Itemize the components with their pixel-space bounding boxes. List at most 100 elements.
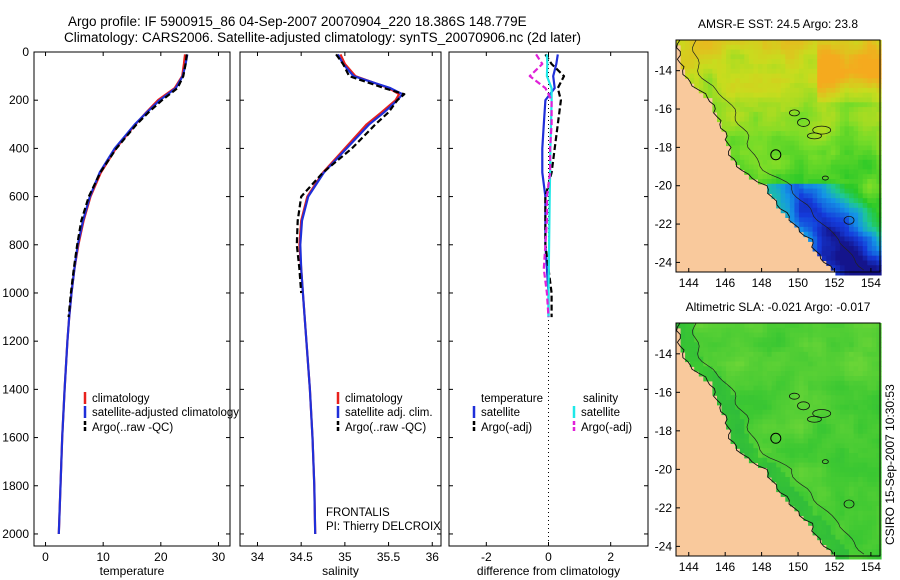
map-cell: [803, 68, 809, 75]
map-cell: [826, 159, 832, 166]
map-cell: [753, 102, 759, 108]
map-cell: [771, 409, 777, 416]
map-cell: [871, 111, 877, 118]
map-cell: [771, 433, 777, 440]
map-cell: [730, 59, 736, 65]
map-cell: [707, 49, 714, 55]
map-cell: [835, 462, 841, 468]
map-cell: [685, 64, 691, 70]
map-cell: [789, 155, 795, 161]
map-cell: [794, 102, 800, 108]
map-cell: [707, 356, 714, 363]
map-cell: [798, 40, 805, 46]
map-cell: [789, 116, 795, 123]
map-cell: [798, 496, 805, 502]
map-cell: [826, 121, 832, 127]
map-cell: [689, 323, 695, 329]
map-cell: [776, 83, 782, 89]
map-cell: [844, 270, 850, 276]
map-cell: [849, 68, 855, 75]
map-cell: [839, 111, 846, 118]
map-cell: [867, 356, 873, 363]
y-tick-label: 1200: [2, 334, 29, 348]
map-cell: [776, 424, 782, 430]
map-cell: [826, 486, 832, 493]
map-cell: [862, 159, 868, 166]
map-cell: [748, 332, 755, 338]
map-cell: [735, 419, 741, 425]
map-cell: [849, 59, 855, 65]
map-cell: [826, 409, 832, 416]
map-cell: [748, 337, 755, 343]
map-cell: [853, 390, 859, 396]
map-cell: [826, 131, 832, 137]
map-cell: [830, 111, 836, 118]
map-cell: [771, 366, 777, 372]
map-cell: [821, 323, 827, 329]
map-cell: [871, 159, 877, 166]
map-cell: [762, 342, 768, 348]
map-cell: [844, 107, 850, 113]
map-cell: [844, 462, 850, 468]
map-cell: [853, 443, 859, 449]
map-cell: [830, 515, 836, 521]
map-cell: [826, 404, 832, 411]
map-cell: [853, 40, 859, 46]
map-cell: [849, 73, 855, 79]
map-cell: [744, 159, 750, 166]
map-cell: [721, 78, 727, 84]
map-cell: [844, 231, 850, 238]
map-cell: [717, 351, 723, 358]
map-cell: [753, 361, 759, 367]
map-cell: [849, 92, 855, 99]
map-cell: [735, 87, 741, 94]
map-cell: [744, 323, 750, 329]
map-cell: [853, 241, 859, 247]
map-cell: [867, 428, 873, 435]
map-cell: [808, 477, 814, 483]
map-cell: [730, 155, 736, 161]
map-cell: [839, 342, 846, 348]
map-cell: [821, 150, 827, 156]
map-cell: [730, 102, 736, 108]
map-cell: [785, 97, 791, 103]
map-cell: [835, 159, 841, 166]
map-cell: [835, 241, 841, 247]
map-cell: [862, 150, 868, 156]
map-cell: [830, 438, 836, 444]
map-cell: [753, 116, 759, 123]
map-cell: [826, 544, 832, 550]
y-tick-label: 600: [9, 190, 29, 204]
map-cell: [871, 44, 877, 51]
map-cell: [849, 169, 855, 175]
map-cell: [835, 414, 841, 420]
map-cell: [803, 97, 809, 103]
map-cell: [794, 217, 800, 223]
map-cell: [753, 400, 759, 406]
map-cell: [839, 438, 846, 444]
map-cell: [771, 472, 777, 478]
map-cell: [821, 212, 827, 218]
map-cell: [794, 92, 800, 99]
map-cell: [776, 337, 782, 343]
map-cell: [794, 332, 800, 338]
map-cell: [867, 188, 873, 194]
map-cell: [876, 539, 882, 545]
map-cell: [867, 83, 873, 89]
map-cell: [730, 40, 736, 46]
map-cell: [707, 371, 714, 377]
map-cell: [794, 366, 800, 372]
map-cell: [858, 87, 864, 94]
map-cell: [726, 404, 732, 411]
map-cell: [871, 361, 877, 367]
map-cell: [707, 87, 714, 94]
map-cell: [707, 323, 714, 329]
map-cell: [853, 404, 859, 411]
map-cell: [867, 515, 873, 521]
map-cell: [776, 361, 782, 367]
map-cell: [862, 505, 868, 512]
map-cell: [844, 510, 850, 517]
map-cell: [817, 510, 823, 517]
map-cell: [830, 496, 836, 502]
map-cell: [812, 140, 818, 147]
